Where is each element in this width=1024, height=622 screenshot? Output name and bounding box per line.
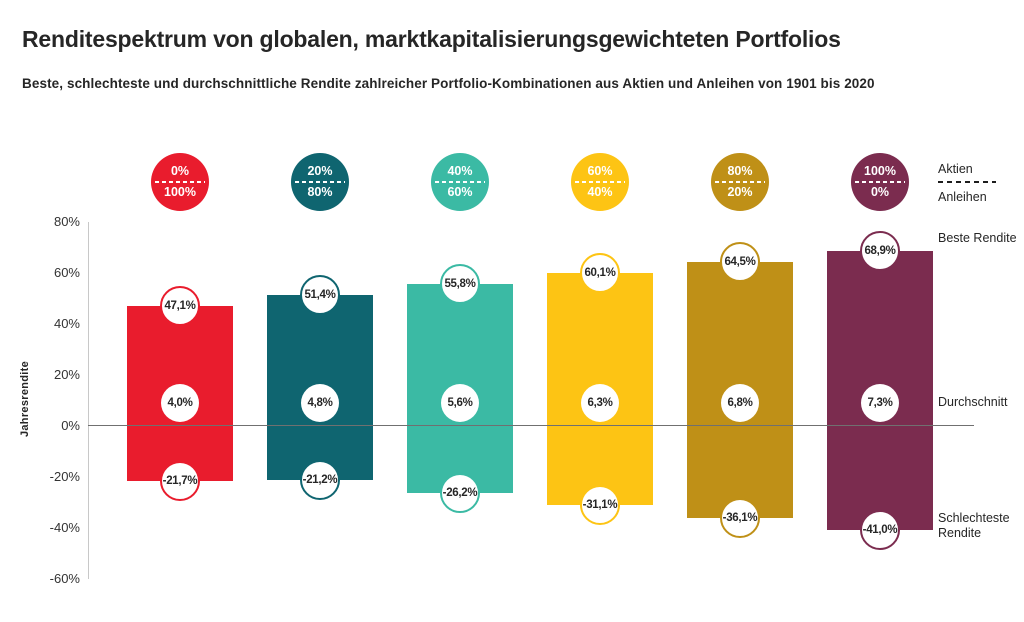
y-axis-tick-label: -40% — [49, 519, 80, 535]
best-return-badge: 47,1% — [160, 286, 200, 327]
worst-return-badge: -41,0% — [860, 510, 900, 551]
worst-return-badge-label: -26,2% — [442, 486, 478, 499]
average-return-badge: 4,0% — [161, 384, 199, 422]
worst-return-badge: -31,1% — [580, 485, 620, 526]
page-title: Renditespektrum von globalen, marktkapit… — [22, 26, 841, 52]
bonds-share-label: 20% — [727, 185, 753, 199]
worst-return-badge-label: -21,7% — [162, 475, 198, 488]
worst-return-badge-label: -21,2% — [302, 473, 338, 486]
best-return-badge: 68,9% — [860, 230, 900, 271]
allocation-circle: 60% 40% — [571, 153, 629, 211]
bonds-share-label: 100% — [164, 185, 196, 199]
best-return-badge-label: 60,1% — [584, 267, 616, 280]
y-axis-tick-label: -60% — [49, 570, 80, 586]
bonds-share-label: 60% — [447, 185, 473, 199]
y-axis-tick-label: -20% — [49, 468, 80, 484]
average-return-badge-label: 4,8% — [307, 397, 333, 409]
allocation-divider-dashed-line — [295, 181, 345, 183]
y-axis-title: Jahresrendite — [19, 360, 31, 438]
y-axis-tick-label: 40% — [53, 316, 80, 332]
best-return-badge-label: 55,8% — [444, 277, 476, 290]
worst-return-badge: -21,2% — [300, 459, 340, 500]
average-return-badge-label: 6,3% — [587, 397, 613, 409]
annotation-worst-return: Schlechteste Rendite — [938, 511, 1010, 540]
worst-return-badge-label: -41,0% — [862, 524, 898, 537]
legend-bonds-label: Anleihen — [938, 190, 987, 204]
stocks-share-label: 80% — [727, 164, 753, 178]
best-return-badge-label: 51,4% — [304, 289, 336, 302]
y-axis-line — [88, 222, 89, 579]
y-axis-tick-label: 60% — [53, 265, 80, 281]
worst-return-badge-label: -31,1% — [582, 499, 618, 512]
allocation-circle: 0% 100% — [151, 153, 209, 211]
annotation-best-return: Beste Rendite — [938, 231, 1017, 245]
average-return-badge-label: 5,6% — [447, 397, 473, 409]
worst-return-badge: -21,7% — [160, 461, 200, 502]
average-return-badge: 5,6% — [441, 384, 479, 422]
stocks-share-label: 100% — [864, 164, 896, 178]
allocation-circle: 100% 0% — [851, 153, 909, 211]
average-return-badge: 6,3% — [581, 384, 619, 422]
y-axis-tick-label: 0% — [61, 418, 80, 433]
stocks-share-label: 0% — [170, 164, 190, 178]
average-return-badge-label: 7,3% — [867, 397, 893, 409]
average-return-badge-label: 6,8% — [727, 397, 753, 409]
page-subtitle: Beste, schlechteste und durchschnittlich… — [22, 76, 875, 91]
average-return-badge-label: 4,0% — [167, 397, 193, 409]
allocation-legend: Aktien Anleihen — [938, 162, 1018, 204]
y-axis-tick-label: 20% — [53, 367, 80, 383]
worst-return-badge: -26,2% — [440, 472, 480, 513]
y-axis-tick-label: 80% — [53, 214, 80, 230]
allocation-divider-dashed-line — [855, 181, 905, 183]
allocation-divider-dashed-line — [155, 181, 205, 183]
best-return-badge: 64,5% — [720, 241, 760, 282]
allocation-divider-dashed-line — [715, 181, 765, 183]
allocation-circle: 80% 20% — [711, 153, 769, 211]
stocks-share-label: 60% — [587, 164, 613, 178]
allocation-circle: 40% 60% — [431, 153, 489, 211]
legend-stocks-label: Aktien — [938, 162, 973, 176]
best-return-badge-label: 64,5% — [724, 255, 756, 268]
average-return-badge: 7,3% — [861, 384, 899, 422]
worst-return-badge-label: -36,1% — [722, 511, 758, 524]
stocks-share-label: 40% — [447, 164, 473, 178]
best-return-badge: 51,4% — [300, 275, 340, 316]
bonds-share-label: 80% — [307, 185, 333, 199]
bonds-share-label: 0% — [870, 185, 890, 199]
legend-divider-dashed-line — [938, 181, 996, 183]
average-return-badge: 4,8% — [301, 384, 339, 422]
best-return-badge: 60,1% — [580, 253, 620, 294]
stocks-share-label: 20% — [307, 164, 333, 178]
best-return-badge-label: 47,1% — [164, 300, 196, 313]
best-return-badge: 55,8% — [440, 263, 480, 304]
worst-return-badge: -36,1% — [720, 497, 760, 538]
annotation-average-return: Durchschnitt — [938, 395, 1008, 409]
best-return-badge-label: 68,9% — [864, 244, 896, 257]
zero-baseline — [88, 425, 974, 426]
average-return-badge: 6,8% — [721, 384, 759, 422]
bonds-share-label: 40% — [587, 185, 613, 199]
allocation-circle: 20% 80% — [291, 153, 349, 211]
allocation-divider-dashed-line — [575, 181, 625, 183]
allocation-divider-dashed-line — [435, 181, 485, 183]
